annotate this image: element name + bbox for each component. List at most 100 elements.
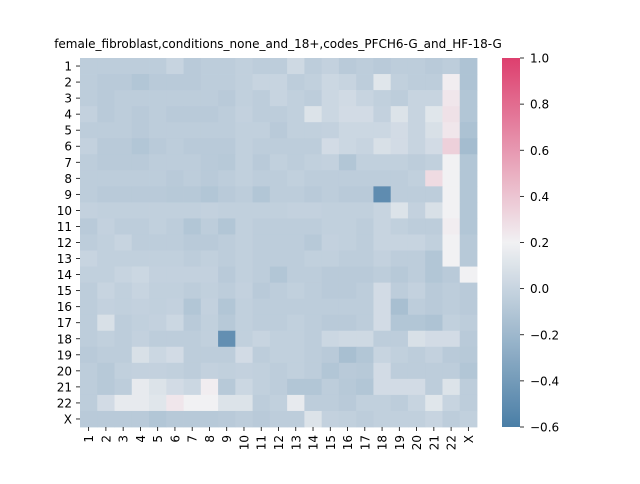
heatmap-cell xyxy=(390,378,409,396)
heatmap-cell xyxy=(304,106,323,123)
heatmap-cell xyxy=(114,410,133,428)
heatmap-cell xyxy=(269,250,288,267)
heatmap-cell xyxy=(425,186,443,203)
heatmap-cell xyxy=(373,282,392,300)
heatmap-cell xyxy=(373,90,392,107)
heatmap-cell xyxy=(304,362,323,380)
heatmap-cell xyxy=(459,314,478,332)
heatmap-cell xyxy=(200,298,219,316)
heatmap-cell xyxy=(114,202,133,219)
heatmap-cell xyxy=(321,138,340,155)
heatmap-cell xyxy=(131,170,150,187)
heatmap-cell xyxy=(97,378,115,396)
heatmap-cell xyxy=(80,394,98,412)
column-label: 3 xyxy=(117,435,131,443)
heatmap-cell xyxy=(166,314,184,332)
row-label: 19 xyxy=(57,348,72,362)
heatmap-cell xyxy=(200,218,219,235)
heatmap-cell xyxy=(131,346,150,364)
column-label: 9 xyxy=(220,435,234,443)
heatmap-cell xyxy=(407,378,426,396)
heatmap-cell xyxy=(442,266,461,284)
heatmap-cell xyxy=(321,106,340,123)
heatmap-cell xyxy=(218,314,236,332)
heatmap-cell xyxy=(321,202,340,219)
heatmap-cell xyxy=(252,282,271,300)
heatmap-cell xyxy=(373,170,392,187)
heatmap-cell xyxy=(183,282,202,300)
heatmap-cell xyxy=(321,330,340,348)
heatmap-cell xyxy=(218,394,236,412)
heatmap-cell xyxy=(235,234,254,251)
heatmap-cell xyxy=(407,330,426,348)
heatmap-cell xyxy=(338,346,357,364)
heatmap-cell xyxy=(425,154,443,171)
heatmap-cell xyxy=(235,138,254,155)
heatmap-cell xyxy=(183,154,202,171)
heatmap-cell xyxy=(442,394,461,412)
heatmap-cell xyxy=(407,234,426,251)
heatmap-cell xyxy=(97,298,115,316)
heatmap-cell xyxy=(390,74,409,91)
row-label: 18 xyxy=(57,332,72,346)
heatmap-cell xyxy=(149,90,167,107)
heatmap-cell xyxy=(149,394,167,412)
heatmap-cell xyxy=(200,378,219,396)
heatmap-cell xyxy=(97,330,115,348)
heatmap-cell xyxy=(218,282,236,300)
heatmap-cell xyxy=(373,186,392,203)
heatmap-cell xyxy=(218,186,236,203)
heatmap-cell xyxy=(373,314,392,332)
heatmap-cell xyxy=(442,122,461,139)
heatmap-cell xyxy=(425,298,443,316)
heatmap-cell xyxy=(338,186,357,203)
heatmap-cell xyxy=(459,266,478,284)
heatmap-cell xyxy=(114,250,133,267)
heatmap-cell xyxy=(80,410,98,428)
heatmap-cell xyxy=(183,218,202,235)
colorbar-tick-label: −0.6 xyxy=(530,421,559,435)
heatmap-cell xyxy=(200,330,219,348)
heatmap-cell xyxy=(304,346,323,364)
heatmap-cell xyxy=(218,330,236,348)
heatmap-cell xyxy=(442,282,461,300)
heatmap-cell xyxy=(373,378,392,396)
column-label: 13 xyxy=(289,435,303,450)
heatmap-cell xyxy=(114,122,133,139)
heatmap-cell xyxy=(459,138,478,155)
heatmap-cell xyxy=(80,58,98,75)
heatmap-cell xyxy=(97,362,115,380)
heatmap-cell xyxy=(442,314,461,332)
heatmap-cell xyxy=(183,314,202,332)
row-label: 17 xyxy=(57,316,72,330)
heatmap-cell xyxy=(149,74,167,91)
heatmap-cell xyxy=(373,394,392,412)
heatmap-cell xyxy=(269,282,288,300)
heatmap-cell xyxy=(269,346,288,364)
heatmap-cell xyxy=(356,106,374,123)
heatmap-cell xyxy=(183,106,202,123)
heatmap-cell xyxy=(80,106,98,123)
heatmap-cell xyxy=(97,218,115,235)
heatmap-cell xyxy=(183,298,202,316)
heatmap-cell xyxy=(390,218,409,235)
heatmap-cell xyxy=(269,186,288,203)
heatmap-cell xyxy=(200,90,219,107)
heatmap-cell xyxy=(166,154,184,171)
heatmap-cell xyxy=(459,154,478,171)
heatmap-cell xyxy=(114,282,133,300)
row-label: 7 xyxy=(64,156,72,170)
heatmap-cell xyxy=(80,298,98,316)
heatmap-cell xyxy=(338,106,357,123)
heatmap-cell xyxy=(183,202,202,219)
heatmap-cell xyxy=(425,218,443,235)
heatmap-cell xyxy=(218,90,236,107)
heatmap-cell xyxy=(407,394,426,412)
row-label: 12 xyxy=(57,236,72,250)
heatmap-cell xyxy=(80,234,98,251)
heatmap-cell xyxy=(407,298,426,316)
heatmap-cell xyxy=(304,266,323,284)
column-label: 20 xyxy=(410,435,424,450)
heatmap-cell xyxy=(200,250,219,267)
